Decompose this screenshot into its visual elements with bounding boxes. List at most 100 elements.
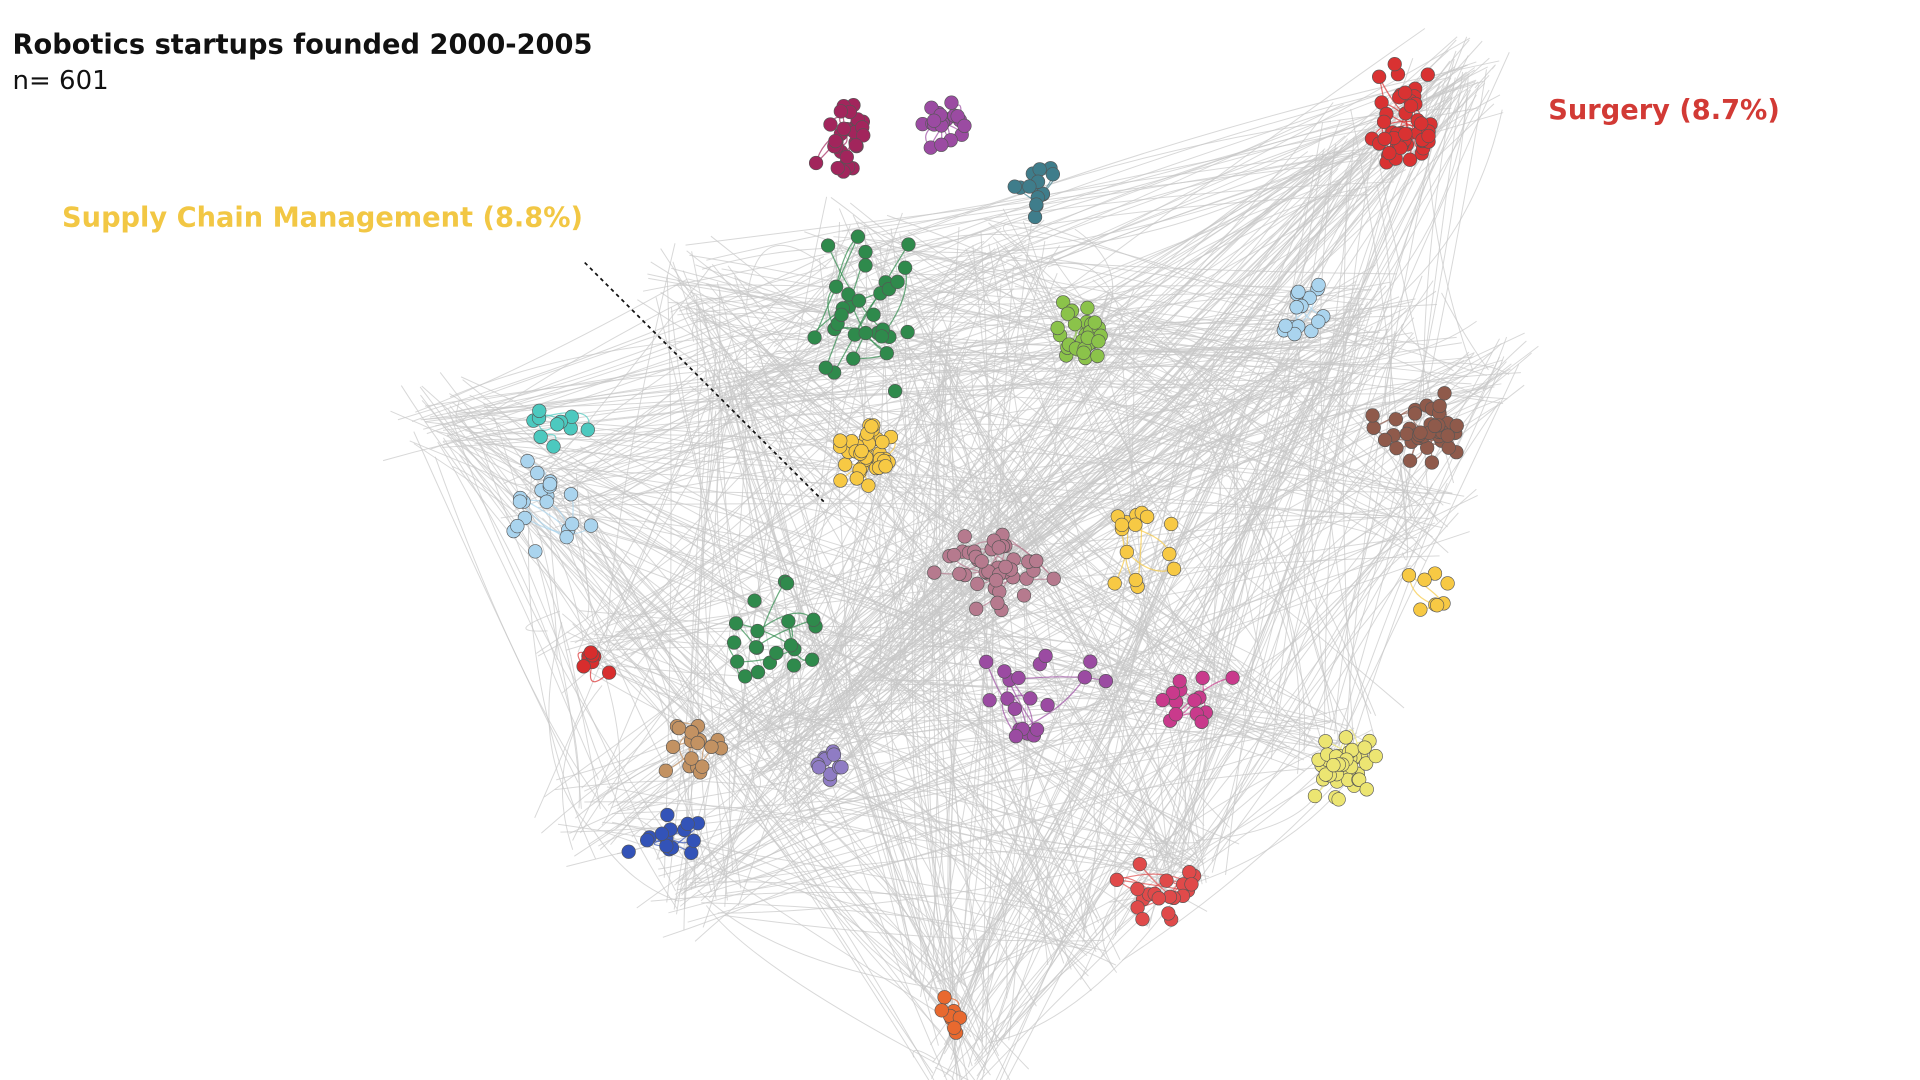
edge — [1022, 218, 1484, 399]
edge — [1002, 329, 1271, 506]
edge — [443, 438, 967, 494]
edge — [1329, 96, 1468, 731]
node — [1016, 588, 1032, 603]
edge — [514, 266, 712, 510]
node — [1162, 546, 1177, 562]
node — [1040, 697, 1055, 713]
edge — [621, 261, 989, 621]
edge — [607, 248, 996, 653]
node — [1159, 873, 1174, 888]
node — [1038, 648, 1053, 664]
edge — [881, 181, 1394, 236]
node — [1000, 691, 1015, 706]
node — [1029, 197, 1044, 212]
node — [866, 307, 881, 322]
edge — [841, 151, 1355, 232]
node — [512, 494, 528, 509]
edge — [685, 159, 1361, 246]
node — [1023, 691, 1038, 706]
edge — [974, 275, 1423, 1065]
edge — [988, 222, 1372, 714]
edge — [1165, 693, 1222, 864]
node — [957, 118, 972, 133]
node — [826, 747, 842, 762]
edge — [1242, 164, 1398, 716]
node — [1407, 406, 1423, 421]
subtitle: n= 601 — [13, 66, 109, 96]
edge — [928, 631, 1190, 726]
edge — [883, 226, 960, 655]
edge — [994, 371, 1263, 494]
edge — [459, 454, 983, 1042]
edge — [723, 340, 1321, 374]
node — [1403, 98, 1419, 114]
node — [737, 669, 753, 684]
edge — [565, 348, 914, 461]
node — [858, 258, 873, 273]
edge — [663, 275, 672, 878]
node — [1389, 440, 1404, 456]
edge — [621, 398, 953, 656]
node — [830, 160, 845, 176]
edge — [523, 478, 771, 760]
edge — [1163, 736, 1316, 867]
edge — [411, 120, 1377, 422]
edge — [1225, 152, 1335, 875]
node — [1029, 553, 1044, 569]
edge — [1482, 352, 1532, 391]
title: Robotics startups founded 2000-2005 — [13, 29, 593, 60]
edge — [963, 197, 1331, 1010]
edge — [739, 362, 972, 601]
edge — [930, 359, 1215, 1046]
node — [854, 443, 869, 459]
edge — [960, 831, 1179, 968]
edge — [687, 304, 1097, 953]
edge — [754, 342, 1298, 759]
node — [1399, 426, 1414, 441]
node — [839, 149, 854, 165]
edge — [1236, 393, 1274, 704]
node — [559, 530, 574, 545]
node — [849, 471, 864, 486]
node — [1046, 571, 1061, 586]
node — [851, 293, 867, 308]
node — [946, 547, 962, 563]
node — [781, 614, 796, 629]
node — [747, 593, 762, 608]
node — [974, 554, 989, 569]
edge — [1323, 151, 1373, 783]
edge — [552, 503, 998, 507]
edge — [537, 485, 1030, 1070]
node — [564, 516, 580, 532]
node — [829, 279, 844, 294]
node — [1022, 179, 1037, 194]
edge — [866, 229, 1174, 862]
node — [878, 459, 893, 474]
edge — [691, 319, 917, 370]
node — [1007, 179, 1022, 194]
edge — [864, 255, 987, 281]
edge — [1114, 66, 1488, 293]
edge — [1404, 109, 1503, 291]
edge — [897, 390, 1482, 661]
node — [1387, 57, 1402, 72]
node — [1429, 598, 1445, 613]
edge — [1006, 259, 1397, 275]
edge — [650, 891, 1069, 916]
node — [576, 659, 591, 674]
node — [1311, 277, 1326, 293]
edge — [1025, 254, 1377, 301]
node — [947, 1020, 962, 1035]
node — [1413, 602, 1428, 617]
edge — [1114, 424, 1193, 936]
node — [1161, 906, 1176, 921]
edge — [943, 340, 979, 506]
node — [1008, 729, 1024, 744]
edge — [570, 654, 601, 810]
edge — [1148, 345, 1300, 670]
node — [1128, 572, 1143, 588]
edge — [1303, 410, 1355, 732]
edge — [493, 416, 582, 809]
node — [690, 735, 705, 751]
edge — [475, 294, 695, 424]
